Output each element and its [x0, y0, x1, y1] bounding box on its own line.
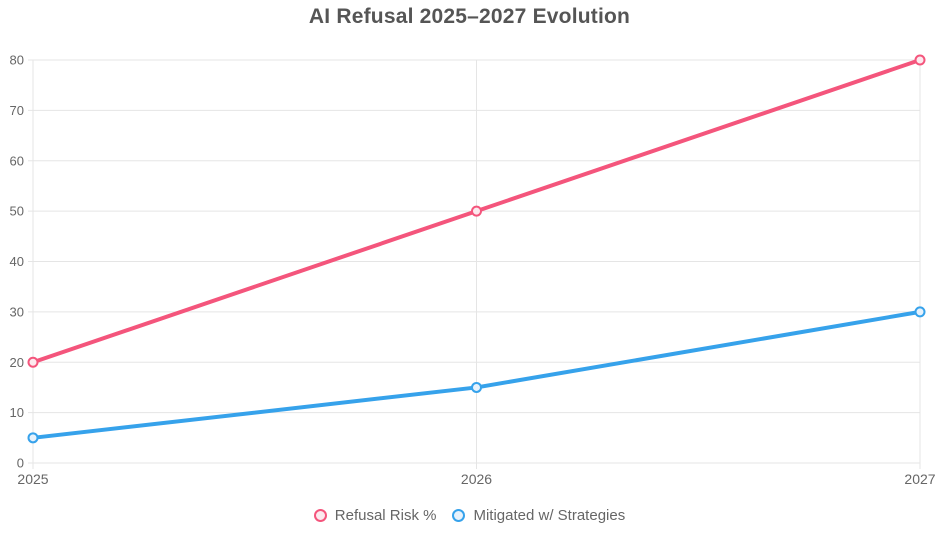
- y-tick-label: 0: [17, 456, 24, 471]
- y-tick-label: 50: [10, 204, 24, 219]
- legend-marker-icon: [452, 509, 466, 522]
- legend-label: Mitigated w/ Strategies: [473, 507, 626, 524]
- y-tick-label: 60: [10, 153, 24, 168]
- legend-label: Refusal Risk %: [334, 507, 437, 524]
- chart-legend: Refusal Risk % Mitigated w/ Strategies: [0, 507, 939, 524]
- chart-title: AI Refusal 2025–2027 Evolution: [308, 5, 631, 28]
- legend-item[interactable]: Mitigated w/ Strategies: [452, 507, 625, 524]
- legend-marker-icon: [313, 509, 327, 522]
- data-point[interactable]: [914, 54, 926, 66]
- x-tick-label: 2026: [461, 471, 492, 487]
- data-point[interactable]: [471, 205, 482, 217]
- data-point[interactable]: [27, 432, 39, 444]
- y-tick-label: 80: [10, 53, 24, 68]
- legend-item[interactable]: Refusal Risk %: [313, 507, 437, 524]
- data-point[interactable]: [471, 381, 482, 393]
- x-tick-label: 2027: [904, 471, 935, 487]
- y-tick-label: 20: [10, 355, 24, 370]
- data-point[interactable]: [27, 356, 39, 368]
- y-tick-label: 10: [10, 405, 24, 420]
- y-tick-label: 70: [10, 103, 24, 118]
- y-tick-label: 40: [10, 254, 24, 269]
- x-tick-label: 2025: [17, 471, 48, 487]
- data-point[interactable]: [914, 306, 926, 318]
- y-tick-label: 30: [10, 304, 24, 319]
